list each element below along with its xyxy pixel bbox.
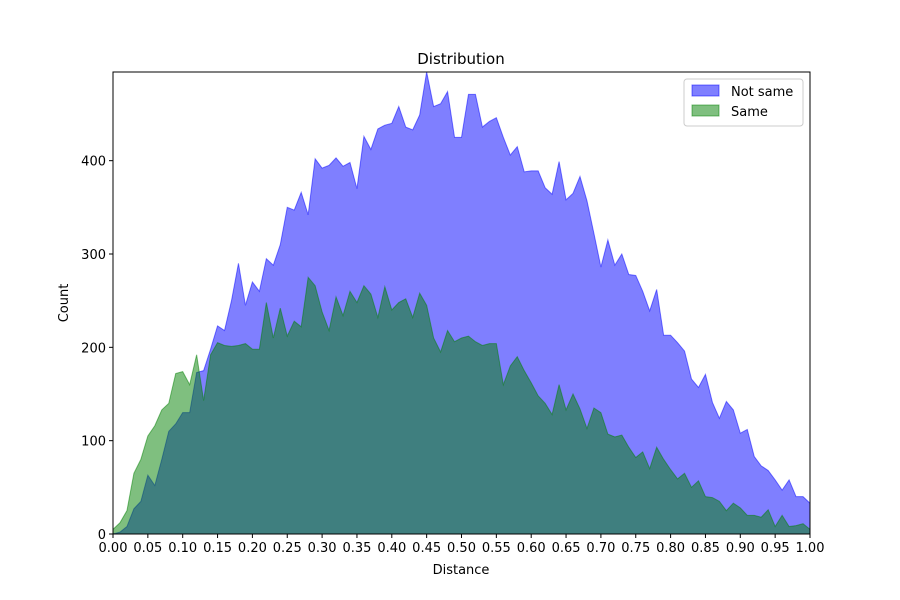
series-areas <box>112 71 811 535</box>
x-tick-label: 0.80 <box>656 541 685 556</box>
x-tick-label: 0.85 <box>691 541 720 556</box>
x-tick-label: 0.15 <box>203 541 232 556</box>
x-tick-label: 0.45 <box>412 541 441 556</box>
x-tick-label: 0.60 <box>517 541 546 556</box>
y-tick-label: 400 <box>81 155 106 170</box>
legend-label-not-same: Not same <box>731 85 793 100</box>
y-tick-label: 0 <box>98 528 106 543</box>
x-tick-label: 0.90 <box>726 541 755 556</box>
x-tick-label: 0.25 <box>273 541 302 556</box>
x-axis: 0.00 0.05 0.10 0.15 0.20 0.25 0.30 0.35 0.40 0.45… <box>99 534 825 556</box>
x-tick-label: 0.40 <box>377 541 406 556</box>
y-tick-label: 200 <box>81 341 106 356</box>
area-series-same <box>112 276 811 535</box>
x-tick-label: 0.65 <box>552 541 581 556</box>
y-axis-label: Count <box>57 284 72 323</box>
x-axis-label: Distance <box>433 563 490 578</box>
y-axis: 0 100 200 300 400 <box>81 155 113 543</box>
x-tick-label: 0.35 <box>342 541 371 556</box>
chart-title: Distribution <box>417 50 505 68</box>
x-tick-label: 1.00 <box>796 541 825 556</box>
x-tick-label: 0.70 <box>586 541 615 556</box>
x-tick-label: 0.55 <box>482 541 511 556</box>
x-tick-label: 0.50 <box>447 541 476 556</box>
x-tick-label: 0.75 <box>621 541 650 556</box>
x-tick-label: 0.30 <box>308 541 337 556</box>
x-tick-label: 0.10 <box>168 541 197 556</box>
x-tick-label: 0.05 <box>133 541 162 556</box>
y-tick-label: 300 <box>81 248 106 263</box>
x-tick-label: 0.20 <box>238 541 267 556</box>
legend-label-same: Same <box>731 105 768 120</box>
x-tick-label: 0.00 <box>99 541 128 556</box>
legend-swatch-same <box>691 104 720 117</box>
y-tick-label: 100 <box>81 435 106 450</box>
legend-swatch-not-same <box>691 84 720 97</box>
legend: Not same Same <box>683 78 804 127</box>
x-tick-label: 0.95 <box>761 541 790 556</box>
